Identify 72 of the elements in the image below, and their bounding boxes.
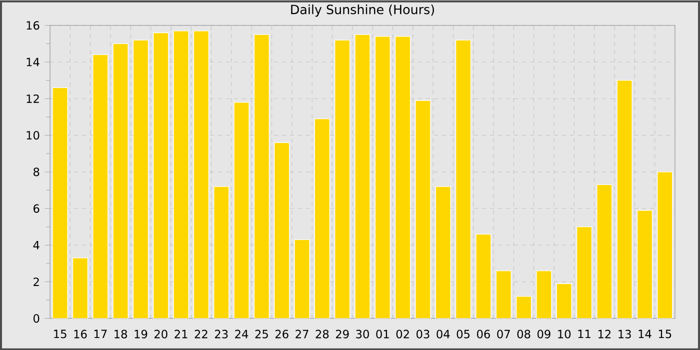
x-tick-label: 11 (578, 330, 590, 338)
x-tick-label: 13 (618, 330, 631, 338)
bar (52, 87, 68, 318)
x-tick-label: 19 (134, 330, 148, 338)
bar (294, 239, 310, 318)
x-tick-label: 21 (174, 330, 188, 338)
x-tick-label: 24 (235, 330, 248, 338)
x-tick-label: 15 (658, 330, 672, 338)
bar (274, 142, 290, 318)
bar (394, 36, 411, 318)
x-tick-label: 25 (255, 330, 268, 338)
x-tick-label: 23 (215, 330, 228, 338)
bar (354, 34, 370, 318)
bar (476, 234, 492, 318)
x-tick-label: 18 (114, 330, 128, 338)
x-tick-label: 09 (537, 330, 550, 338)
bar (636, 210, 653, 318)
x-tick-label: 27 (296, 330, 308, 338)
x-tick-label: 04 (436, 330, 450, 338)
bar (234, 102, 250, 318)
bar (516, 296, 532, 318)
bar (496, 270, 512, 318)
bar (153, 32, 169, 318)
y-tick-label: 10 (26, 130, 40, 140)
x-tick-label: 03 (416, 330, 430, 338)
x-tick-label: 05 (456, 330, 470, 338)
chart-title: Daily Sunshine (Hours) (291, 4, 434, 16)
x-tick-label: 22 (194, 330, 208, 338)
bar (132, 40, 149, 318)
x-tick-label: 08 (517, 330, 530, 338)
bar (334, 40, 350, 318)
bar (112, 43, 128, 318)
x-tick-label: 29 (336, 330, 349, 338)
bar (556, 283, 572, 318)
y-tick-label: 14 (26, 58, 40, 66)
bar (616, 80, 632, 318)
x-tick-label: 02 (396, 330, 409, 338)
bar (374, 36, 390, 318)
y-tick-label: 4 (33, 240, 40, 250)
bar (536, 270, 552, 318)
bar (657, 171, 673, 318)
y-tick-label: 0 (34, 314, 40, 322)
x-tick-label: 10 (558, 330, 571, 338)
x-tick-label: 26 (275, 330, 288, 338)
bar (596, 184, 612, 318)
y-tick-label: 12 (26, 94, 39, 103)
bar (72, 257, 88, 318)
x-tick-label: 12 (598, 330, 611, 338)
bar (314, 118, 330, 318)
bar (576, 226, 592, 318)
bar (193, 30, 210, 318)
bar (92, 54, 108, 318)
x-tick-label: 30 (356, 330, 369, 338)
x-tick-label: 06 (477, 330, 490, 338)
bar (415, 100, 431, 318)
y-tick-label: 2 (34, 277, 39, 286)
x-tick-label: 14 (638, 330, 652, 338)
x-tick-label: 17 (94, 330, 107, 338)
y-tick-label: 16 (26, 20, 40, 30)
y-tick-label: 8 (34, 167, 40, 176)
x-tick-label: 20 (154, 330, 168, 338)
bar (254, 34, 270, 318)
bar (435, 186, 451, 318)
bar (173, 30, 189, 318)
x-tick-label: 01 (376, 330, 389, 338)
x-tick-label: 07 (497, 330, 510, 338)
bar (214, 186, 230, 318)
x-tick-label: 15 (54, 330, 66, 338)
bar (455, 40, 472, 318)
x-tick-label: 16 (74, 330, 87, 338)
x-tick-label: 28 (316, 330, 329, 338)
y-tick-label: 6 (34, 204, 40, 213)
